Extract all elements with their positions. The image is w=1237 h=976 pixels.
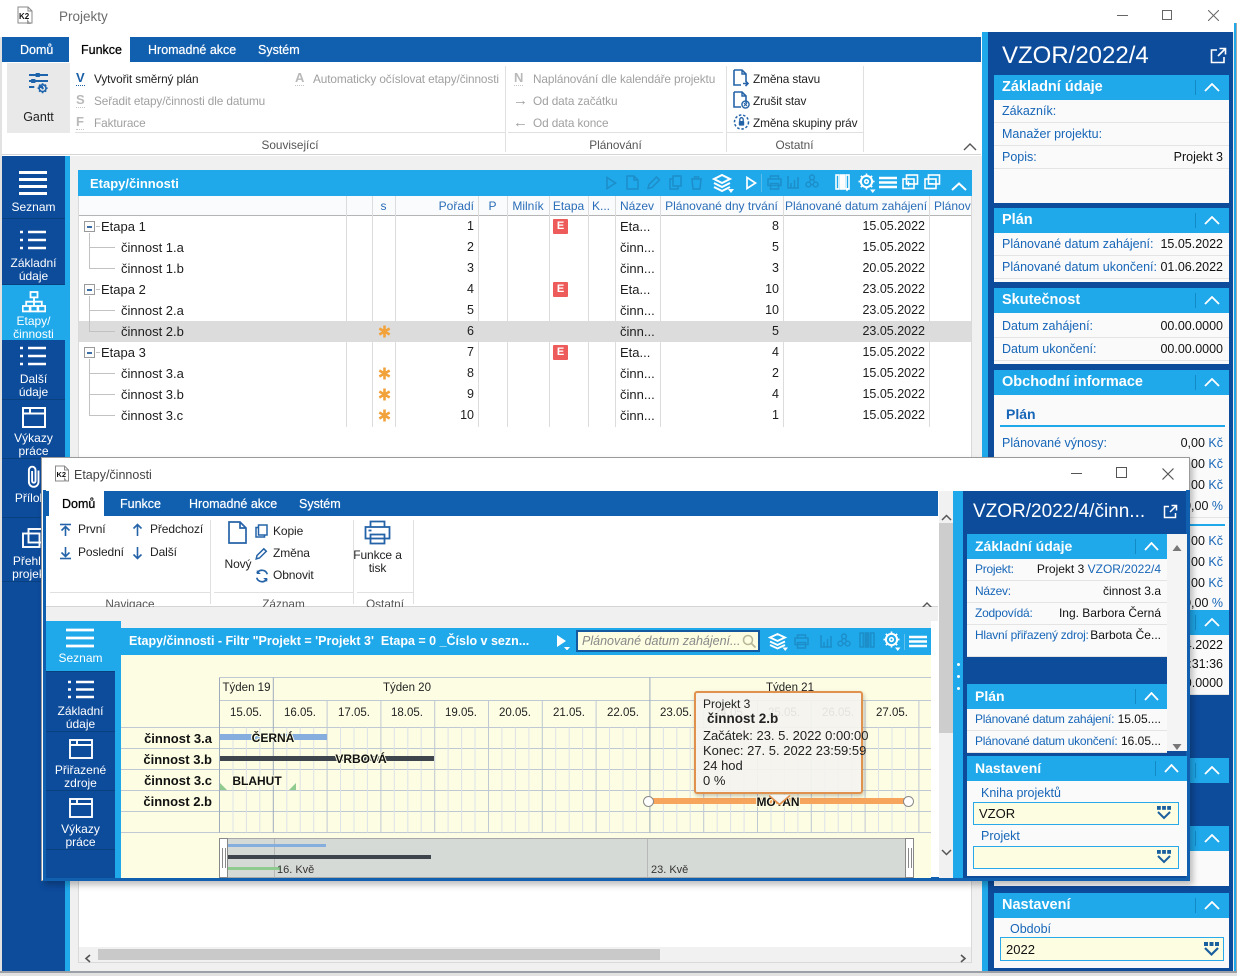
svg-text:K2: K2 (19, 12, 30, 21)
svg-text:K2: K2 (57, 470, 67, 479)
